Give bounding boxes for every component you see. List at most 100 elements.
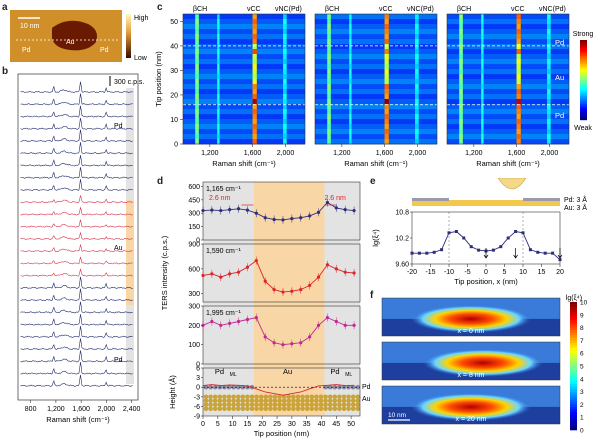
au-atom [258,398,264,404]
f-colorbar-cell [570,342,577,346]
pd-shade-left [203,182,254,416]
f-colorbar-cell [570,358,577,362]
au-atom [318,402,324,408]
f-colorbar-cell [570,404,577,408]
map-band [384,59,389,65]
spectra-label-pd-top: Pd [114,123,123,130]
map-band [384,69,389,75]
map-band [349,24,352,30]
region-pd-left: Pd [215,367,224,376]
map-band [415,124,419,130]
f-colorbar-cell [570,414,577,418]
colorbar-cell [580,52,587,55]
map-band [252,69,257,75]
data-point [281,290,285,294]
au-atom [323,402,328,408]
map-band [349,54,352,60]
map-band [327,34,331,40]
spectra-orange-shade [126,200,134,305]
e-point [477,248,481,252]
map-band [481,99,484,105]
data-point [325,200,330,205]
au-atom [263,398,269,404]
au-atom [212,402,218,408]
map-band [459,129,463,135]
au-atom [341,406,347,412]
map-band [415,64,419,70]
map-band [252,119,257,125]
f-colorbar-tick: 8 [580,325,584,332]
map-row [183,74,305,80]
au-atom [263,406,269,412]
map-xtick-label: 1,200 [465,150,483,157]
au-atom [304,394,310,400]
map-band [516,134,521,140]
map-band [384,84,389,90]
map-band [195,39,199,45]
map-band [481,64,484,70]
map-band [459,59,463,65]
map-band [547,19,551,25]
afm-colorbar-high: High [134,15,149,22]
map-row [183,14,305,20]
map-row [315,34,437,40]
f-colorbar-cell [570,330,577,334]
sub-ytick-label: 600 [188,266,200,273]
map-band [252,59,257,65]
colorbar-cell [580,66,587,69]
au-atom [314,398,319,404]
f-colorbar-cell [570,422,577,426]
f-colorbar-cell [570,378,577,382]
e-ytick-label: 9.60 [395,262,409,269]
map-band [384,54,389,60]
colorbar-cell [580,100,587,103]
sub-ytick-label: 100 [188,342,200,349]
map-band [327,89,331,95]
map-band [547,114,551,120]
map-band [349,74,352,80]
spectrum-line [20,231,133,240]
au-atom [355,402,361,408]
f-colorbar-cell [570,368,577,372]
map-ytick-label: 20 [170,92,178,99]
map-row [315,129,437,135]
au-atom [332,394,338,400]
au-atom [281,406,287,412]
map-band [415,69,419,75]
map-band [327,59,331,65]
spectra-xtick-label: 2,400 [123,406,141,413]
f-colorbar-cell [570,394,577,398]
f-colorbar-cell [570,325,577,328]
map-band [516,14,521,20]
map-band [459,94,463,100]
f-colorbar-cell [570,345,577,349]
map-band [384,74,389,80]
au-atom [203,402,209,408]
e-point [551,251,555,255]
map-band [384,129,389,135]
map-band [252,99,257,105]
height-xtick-label: 10 [229,421,237,428]
map-row [315,124,437,130]
map-band [327,94,331,100]
map-band [217,124,220,130]
map-band [217,139,220,145]
sub-ytick-label: 300 [188,291,200,298]
map-row [183,124,305,130]
map-row [183,24,305,30]
map-band [217,54,220,60]
map-band [283,44,287,50]
map-row [183,134,305,140]
map-band [516,24,521,30]
map-row [447,124,569,130]
map-band [415,14,419,20]
map-row [315,54,437,60]
spectra-xlabel: Raman shift (cm⁻¹) [46,415,110,424]
data-point [219,323,223,327]
f-hotspot [411,304,531,333]
map-row [447,114,569,120]
spectrum-line [20,362,133,375]
data-point [254,316,258,320]
e-point [425,251,429,255]
map-row [315,79,437,85]
